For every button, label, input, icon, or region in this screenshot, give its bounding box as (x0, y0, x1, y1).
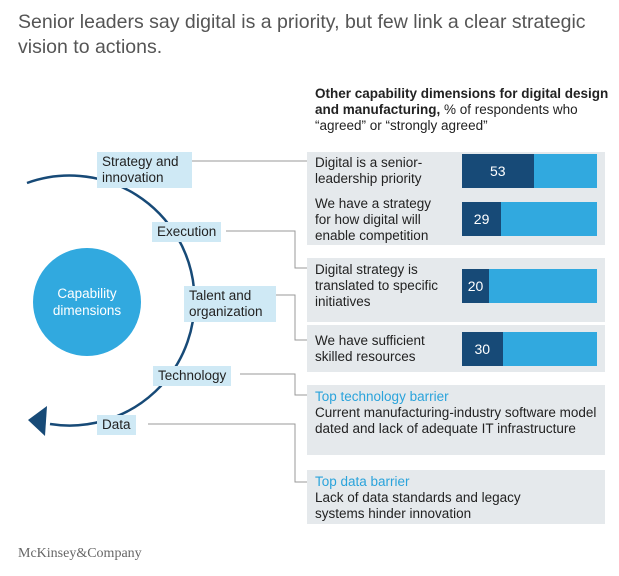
arrowhead-icon (28, 406, 47, 436)
statement-text: We have sufficient skilled resources (315, 333, 425, 364)
label-technology: Technology (153, 366, 232, 386)
data-barrier: Top data barrier Lack of data standards … (315, 474, 555, 522)
bar-2: 20 (462, 269, 597, 303)
mckinsey-logo: McKinsey&Company (18, 546, 142, 561)
circle-label: Capability dimensions (52, 286, 122, 318)
barrier-text: Lack of data standards and legacy system… (315, 490, 521, 521)
panel-data (307, 470, 605, 524)
barrier-title: Top technology barrier (315, 389, 449, 404)
connector-data (148, 423, 307, 483)
label-execution: Execution (152, 222, 222, 242)
bar-value: 29 (473, 211, 490, 227)
bar-fill: 20 (462, 269, 489, 303)
headline: Senior leaders say digital is a priority… (18, 11, 586, 58)
subtitle-bold: Other capability dimensions for digital … (315, 86, 609, 117)
connector-technology (240, 373, 307, 396)
bar-1: 29 (462, 202, 597, 236)
label-talent: Talent and organization (184, 286, 276, 322)
statement-text: Digital strategy is translated to specif… (315, 262, 439, 309)
capability-circle: Capability dimensions (33, 248, 141, 356)
bar-value: 30 (474, 341, 491, 357)
bar-value: 20 (467, 278, 484, 294)
barrier-text: Current manufacturing-industry software … (315, 405, 597, 436)
bar-fill: 53 (462, 154, 534, 188)
barrier-title: Top data barrier (315, 474, 410, 489)
bar-fill: 30 (462, 332, 503, 366)
chart-subtitle: Other capability dimensions for digital … (315, 86, 615, 134)
subtitle-rest: % of respondents who “agreed” or “strong… (315, 102, 578, 133)
bar-3: 30 (462, 332, 597, 366)
label-strategy: Strategy and innovation (97, 152, 192, 188)
statement-text: Digital is a senior-leadership priority (315, 155, 423, 186)
technology-barrier: Top technology barrier Current manufactu… (315, 389, 600, 437)
label-data: Data (97, 415, 136, 435)
statement-text: We have a strategy for how digital will … (315, 196, 432, 243)
bar-0: 53 (462, 154, 597, 188)
panel-technology (307, 385, 605, 455)
bar-fill: 29 (462, 202, 502, 236)
bar-value: 53 (489, 163, 506, 179)
connector-talent (270, 294, 307, 341)
connector-execution (226, 230, 307, 269)
